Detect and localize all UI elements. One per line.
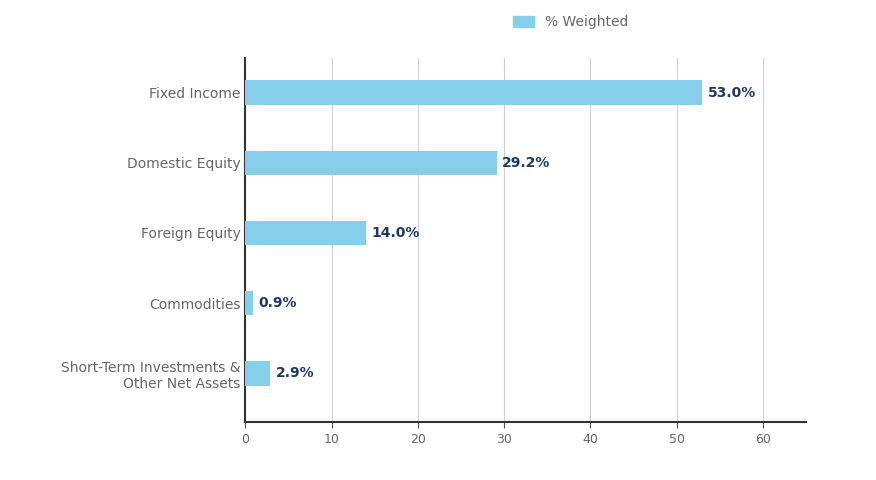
Bar [245, 291, 253, 315]
Text: 53.0%: 53.0% [708, 85, 756, 100]
Bar [245, 81, 703, 105]
Text: 2.9%: 2.9% [275, 366, 314, 380]
Text: 0.9%: 0.9% [258, 296, 297, 310]
Text: 29.2%: 29.2% [502, 156, 551, 170]
Text: 14.0%: 14.0% [371, 226, 420, 240]
Bar [245, 151, 498, 175]
Legend: % Weighted: % Weighted [507, 10, 633, 35]
Bar [245, 221, 366, 245]
Bar [245, 361, 271, 385]
